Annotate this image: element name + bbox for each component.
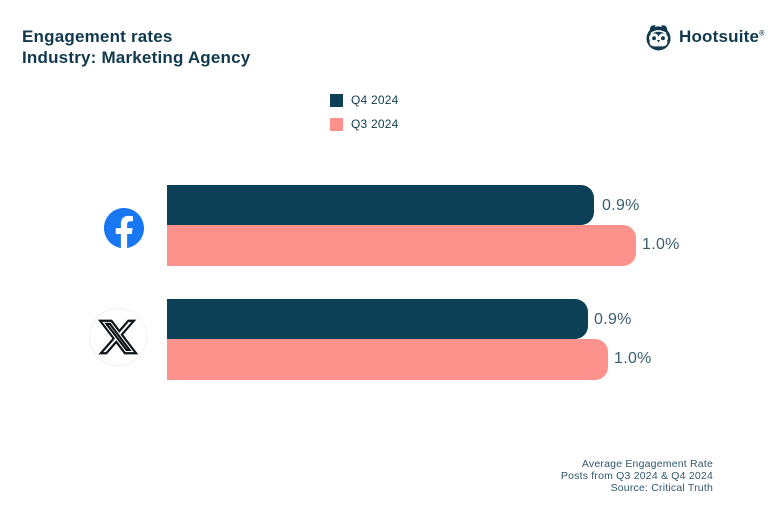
legend-label-q4: Q4 2024 [351, 93, 399, 107]
value-label-x-q3: 1.0% [614, 350, 652, 367]
source-note-line-1: Average Engagement Rate [581, 458, 713, 470]
chart-legend: Q4 2024 Q3 2024 [330, 93, 398, 131]
x-logo-icon [89, 308, 147, 366]
source-note-line-3: Source: Critical Truth [610, 482, 713, 494]
legend-swatch-q3 [330, 117, 343, 131]
value-label-facebook-q4: 0.9% [602, 197, 640, 214]
value-label-facebook-q3: 1.0% [642, 236, 680, 253]
bar-facebook-q4-2024 [167, 185, 594, 225]
hootsuite-logo: Hootsuite® [643, 21, 765, 52]
legend-item-q3: Q3 2024 [330, 117, 398, 131]
legend-item-q4: Q4 2024 [330, 93, 398, 107]
bar-facebook-q3-2024 [167, 225, 636, 266]
bar-x-q4-2024 [167, 299, 588, 339]
legend-label-q3: Q3 2024 [351, 117, 399, 131]
source-note: Average Engagement Rate Posts from Q3 20… [561, 458, 713, 494]
bar-x-q3-2024 [167, 339, 608, 380]
facebook-icon [104, 208, 144, 248]
hootsuite-owl-icon [643, 21, 674, 52]
source-note-line-2: Posts from Q3 2024 & Q4 2024 [560, 470, 713, 482]
page-title: Engagement rates [22, 27, 173, 46]
page-subtitle: Industry: Marketing Agency [22, 48, 251, 67]
value-label-x-q4: 0.9% [594, 311, 632, 328]
brand-wordmark: Hootsuite® [679, 26, 765, 46]
header: Engagement rates Industry: Marketing Age… [22, 26, 250, 68]
registered-mark: ® [759, 29, 765, 37]
legend-swatch-q4 [330, 93, 343, 107]
